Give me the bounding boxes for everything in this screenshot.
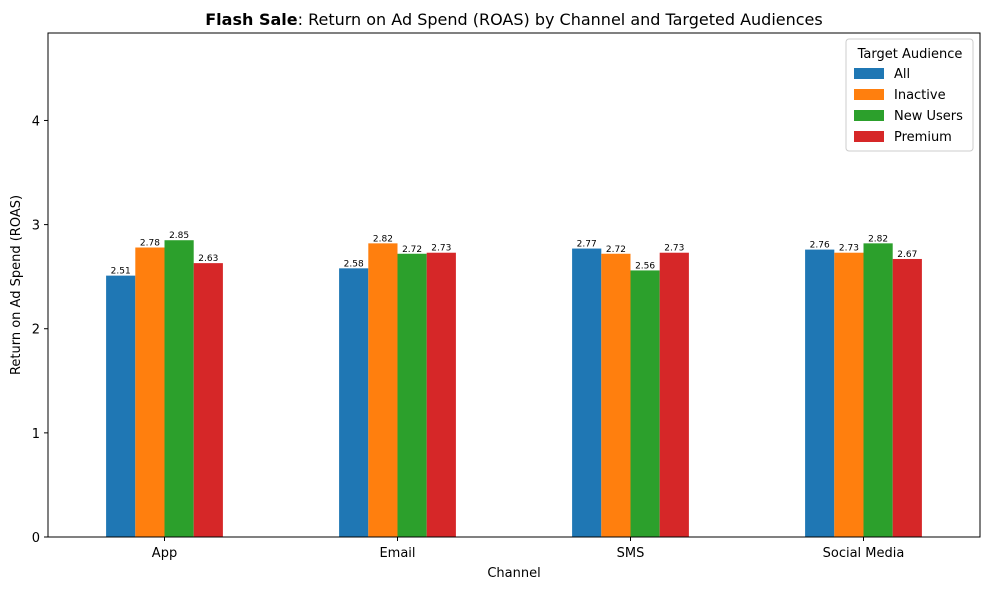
bar-labels-group: 2.51 2.58 2.77 2.76 2.78 2.82 2.72 2.73 2.85 2.72… <box>111 231 918 276</box>
bar-email-inactive <box>368 243 398 537</box>
bar-value-label: 2.72 <box>402 245 422 255</box>
y-tick-label: 2 <box>32 323 40 338</box>
legend-title: Target Audience <box>857 47 963 62</box>
legend-swatch-premium <box>854 131 884 142</box>
legend-swatch-new-users <box>854 110 884 121</box>
bar-value-label: 2.82 <box>373 234 393 244</box>
bar-value-label: 2.85 <box>169 231 189 241</box>
bar-value-label: 2.51 <box>111 267 131 277</box>
bar-app-premium <box>193 263 223 537</box>
bar-value-label: 2.82 <box>868 234 888 244</box>
bar-sms-new-users <box>630 270 660 537</box>
x-axis: App Email SMS Social Media <box>152 537 905 561</box>
y-tick-label: 4 <box>32 114 40 129</box>
chart-title-bold: Flash Sale <box>205 10 298 29</box>
x-tick-label: App <box>152 546 177 561</box>
legend-swatch-all <box>854 68 884 79</box>
x-tick-label: Social Media <box>823 546 905 561</box>
y-tick-label: 3 <box>32 219 40 234</box>
bar-value-label: 2.58 <box>344 259 364 269</box>
bar-social-media-inactive <box>834 252 864 538</box>
x-tick-label: Email <box>379 546 415 561</box>
y-tick-label: 1 <box>32 427 40 442</box>
legend-box <box>845 38 974 152</box>
bar-email-new-users <box>397 253 427 538</box>
bar-email-premium <box>426 252 456 538</box>
bar-social-media-new-users <box>863 243 893 537</box>
bar-value-label: 2.78 <box>140 239 160 249</box>
bar-value-label: 2.73 <box>431 244 451 254</box>
bar-value-label: 2.77 <box>577 240 597 250</box>
bars-group <box>106 240 922 538</box>
bar-social-media-premium <box>892 258 922 537</box>
bar-value-label: 2.67 <box>897 250 917 260</box>
bar-sms-all <box>572 248 602 538</box>
bar-value-label: 2.76 <box>810 241 830 251</box>
x-axis-label: Channel <box>487 566 540 581</box>
y-axis-label: Return on Ad Spend (ROAS) <box>9 195 24 375</box>
legend-label-all: All <box>894 67 910 82</box>
plot-frame <box>47 32 981 538</box>
chart-title-rest: : Return on Ad Spend (ROAS) by Channel a… <box>298 10 823 29</box>
bar-sms-inactive <box>601 253 631 538</box>
y-axis: 0 1 2 3 4 <box>32 114 48 546</box>
bar-sms-premium <box>659 252 689 538</box>
y-tick-label: 0 <box>32 531 40 546</box>
bar-email-all <box>339 268 369 537</box>
bar-value-label: 2.73 <box>839 244 859 254</box>
legend-swatch-inactive <box>854 89 884 100</box>
bar-social-media-all <box>805 249 835 538</box>
legend-label-premium: Premium <box>894 130 952 145</box>
bar-app-inactive <box>135 247 165 537</box>
bar-value-label: 2.63 <box>198 254 218 264</box>
legend-label-new-users: New Users <box>894 109 963 124</box>
legend: Target Audience All Inactive New Users Prem… <box>845 38 974 152</box>
bar-app-all <box>106 275 136 537</box>
legend-label-inactive: Inactive <box>894 88 946 103</box>
x-tick-label: SMS <box>617 546 645 561</box>
bar-value-label: 2.56 <box>635 261 655 271</box>
chart-title: Flash Sale: Return on Ad Spend (ROAS) by… <box>205 10 822 29</box>
bar-value-label: 2.72 <box>606 245 626 255</box>
bar-app-new-users <box>164 240 194 537</box>
bar-value-label: 2.73 <box>664 244 684 254</box>
